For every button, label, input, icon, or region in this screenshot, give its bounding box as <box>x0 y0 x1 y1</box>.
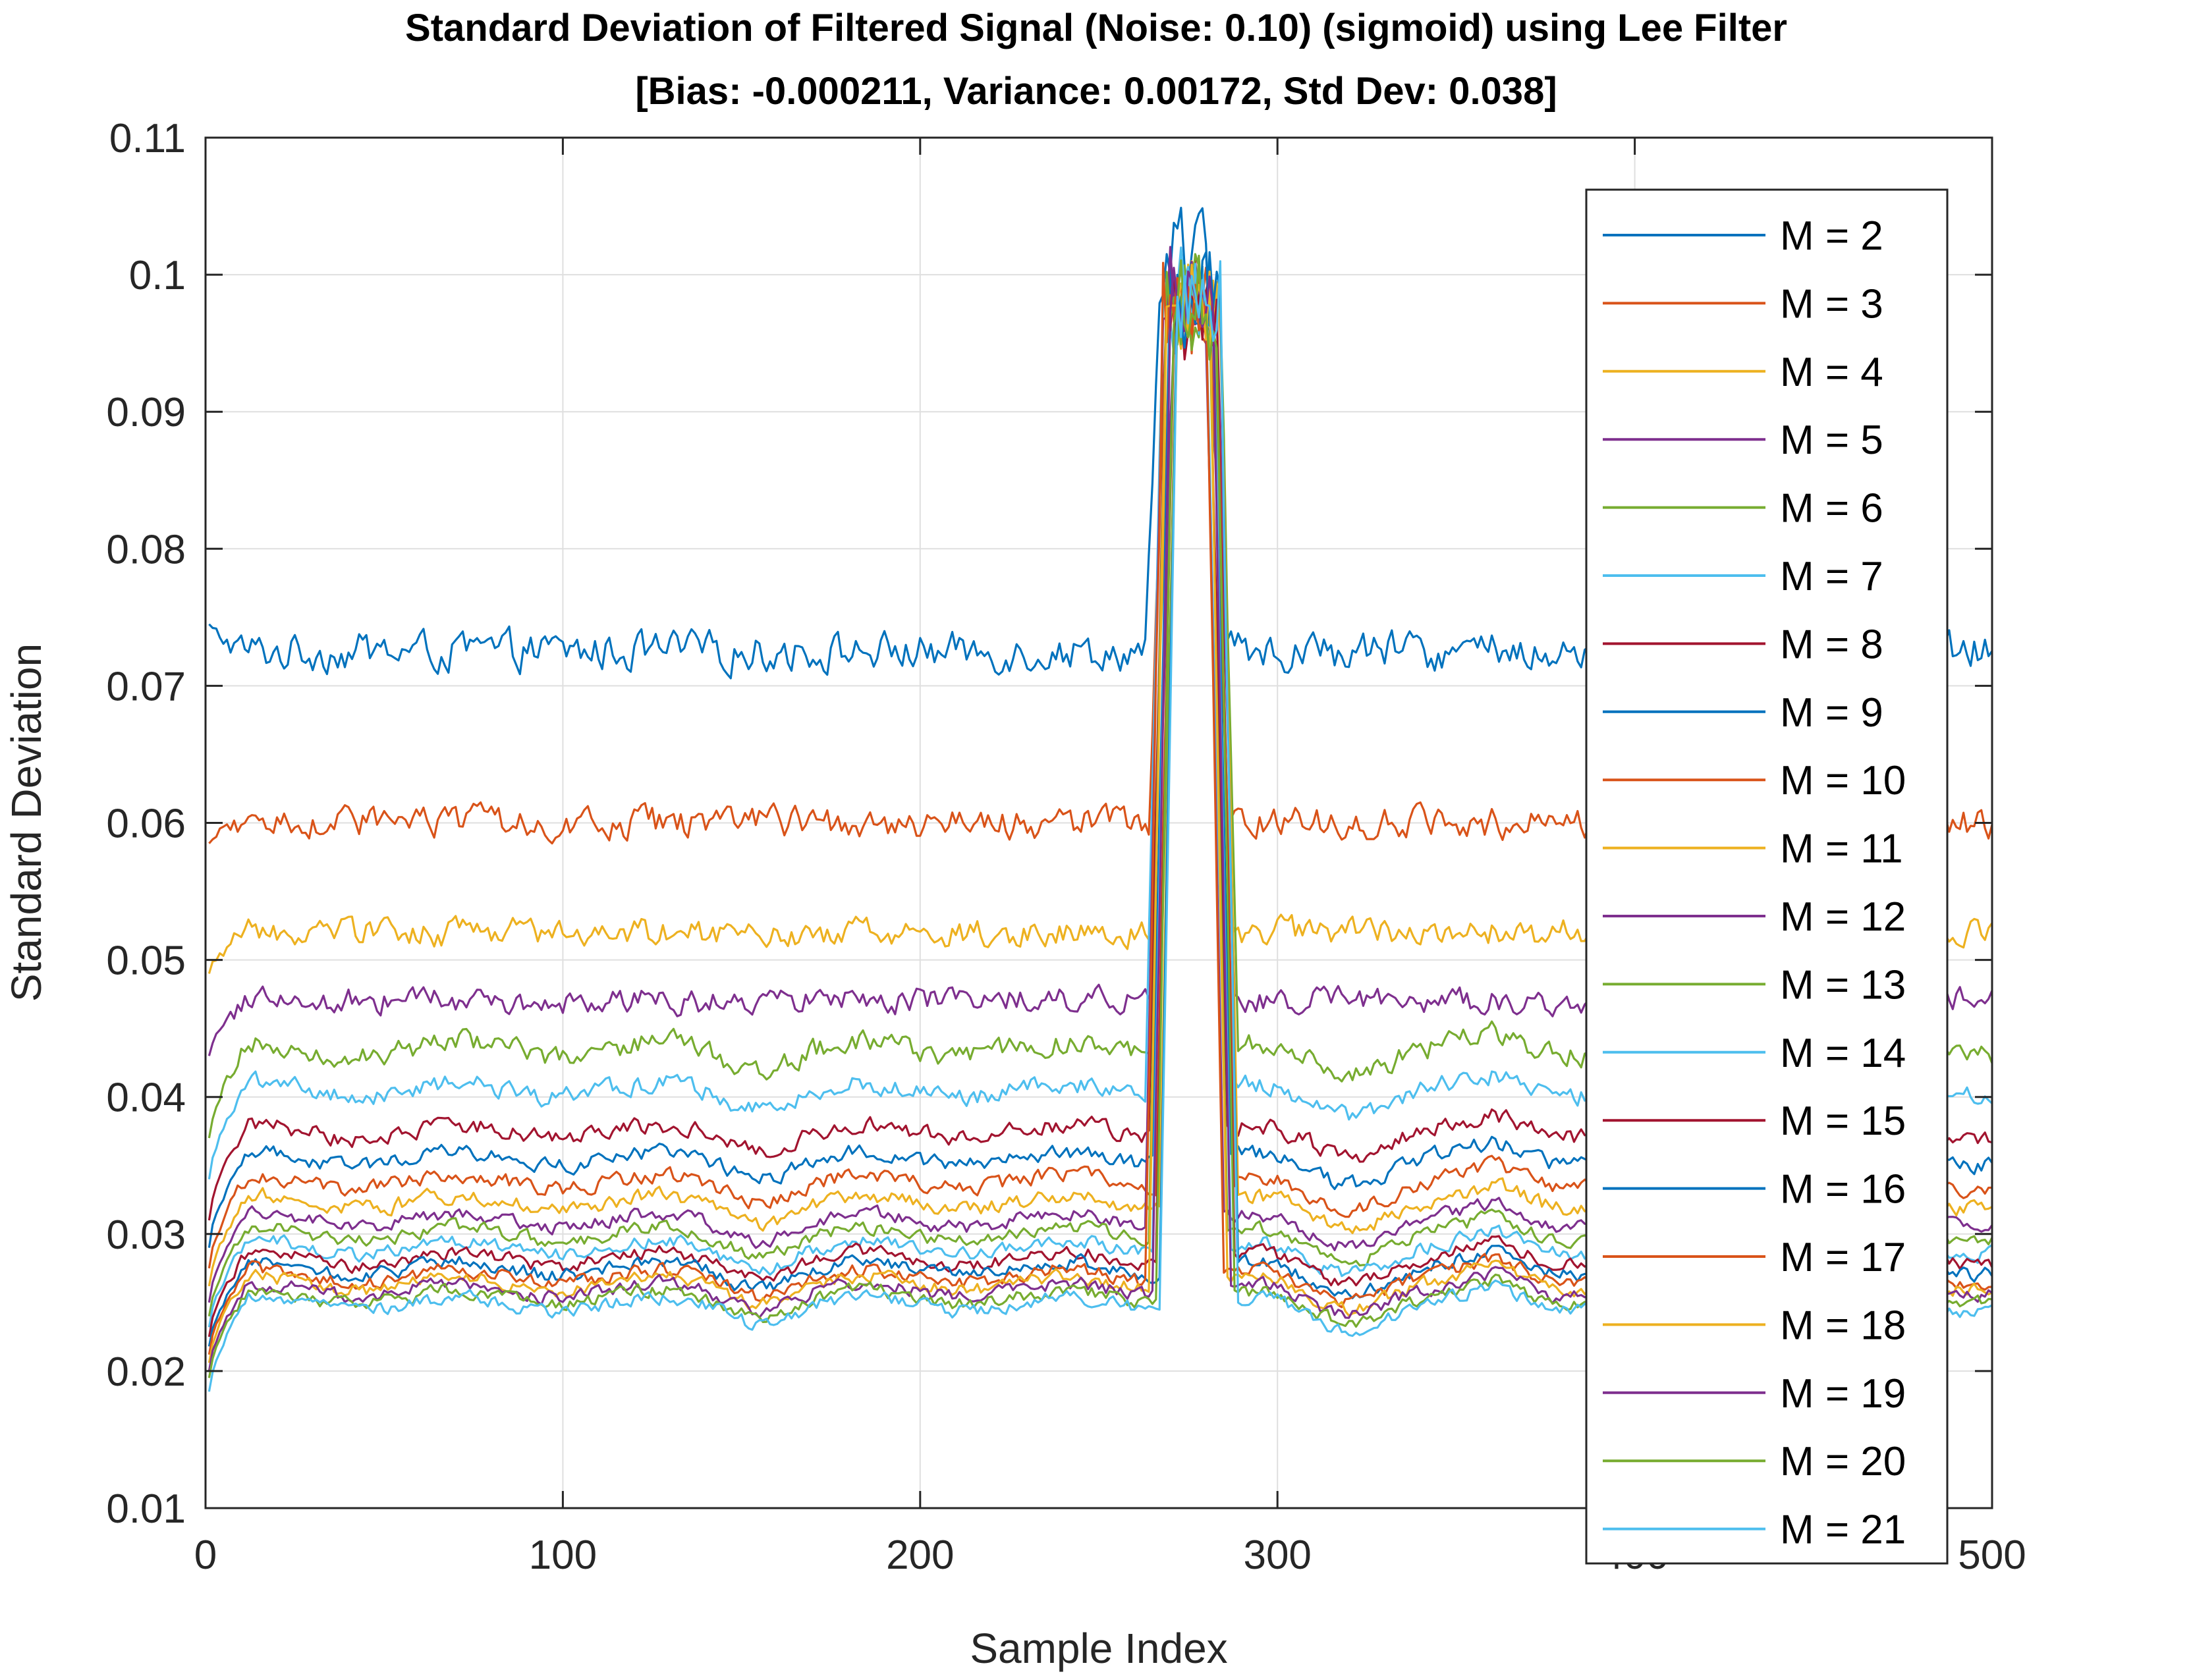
legend-label: M = 9 <box>1780 690 1883 736</box>
x-tick-label: 300 <box>1243 1532 1311 1578</box>
x-axis-label: Sample Index <box>970 1625 1227 1672</box>
y-tick-label: 0.02 <box>106 1349 186 1395</box>
legend-label: M = 6 <box>1780 486 1883 531</box>
x-tick-label: 0 <box>194 1532 217 1578</box>
y-tick-label: 0.03 <box>106 1212 186 1258</box>
y-tick-label: 0.09 <box>106 390 186 435</box>
legend-label: M = 14 <box>1780 1031 1906 1076</box>
legend-items: M = 2 M = 3 M = 4 M = 5 M = 6 M = 7 M = 8 M = 9… <box>1603 213 1906 1553</box>
legend-label: M = 5 <box>1780 418 1883 463</box>
y-tick-label: 0.07 <box>106 664 186 709</box>
legend-label: M = 17 <box>1780 1235 1906 1280</box>
x-tick-label: 500 <box>1958 1532 2026 1578</box>
legend-label: M = 7 <box>1780 554 1883 599</box>
legend-label: M = 15 <box>1780 1098 1906 1144</box>
chart-title: Standard Deviation of Filtered Signal (N… <box>405 7 1787 49</box>
legend-label: M = 4 <box>1780 350 1883 395</box>
legend-label: M = 8 <box>1780 622 1883 667</box>
legend-label: M = 16 <box>1780 1167 1906 1212</box>
legend-box <box>1585 188 1949 1565</box>
y-tick-label: 0.1 <box>129 253 186 298</box>
legend-label: M = 10 <box>1780 758 1906 803</box>
y-tick-label: 0.05 <box>106 938 186 984</box>
legend-label: M = 3 <box>1780 281 1883 327</box>
chart-subtitle: [Bias: -0.000211, Variance: 0.00172, Std… <box>635 70 1557 113</box>
y-tick-label: 0.06 <box>106 801 186 847</box>
x-tick-label: 100 <box>529 1532 597 1578</box>
y-tick-label: 0.04 <box>106 1075 186 1121</box>
y-tick-label: 0.08 <box>106 527 186 572</box>
legend-label: M = 11 <box>1780 826 1903 872</box>
y-tick-label: 0.11 <box>109 116 186 161</box>
legend-label: M = 13 <box>1780 962 1906 1008</box>
legend-label: M = 19 <box>1780 1371 1906 1417</box>
legend-label: M = 18 <box>1780 1303 1906 1348</box>
legend-label: M = 2 <box>1780 213 1883 259</box>
x-tick-label: 200 <box>886 1532 954 1578</box>
legend-label: M = 21 <box>1780 1507 1906 1553</box>
axis-ticks: 01002003004005000.010.020.030.040.050.06… <box>106 116 2026 1578</box>
legend: M = 2 M = 3 M = 4 M = 5 M = 6 M = 7 M = 8 M = 9… <box>1585 188 1949 1565</box>
y-axis-label: Standard Deviation <box>3 643 50 1002</box>
legend-label: M = 20 <box>1780 1439 1906 1484</box>
y-tick-label: 0.01 <box>106 1486 186 1532</box>
legend-label: M = 12 <box>1780 894 1906 940</box>
